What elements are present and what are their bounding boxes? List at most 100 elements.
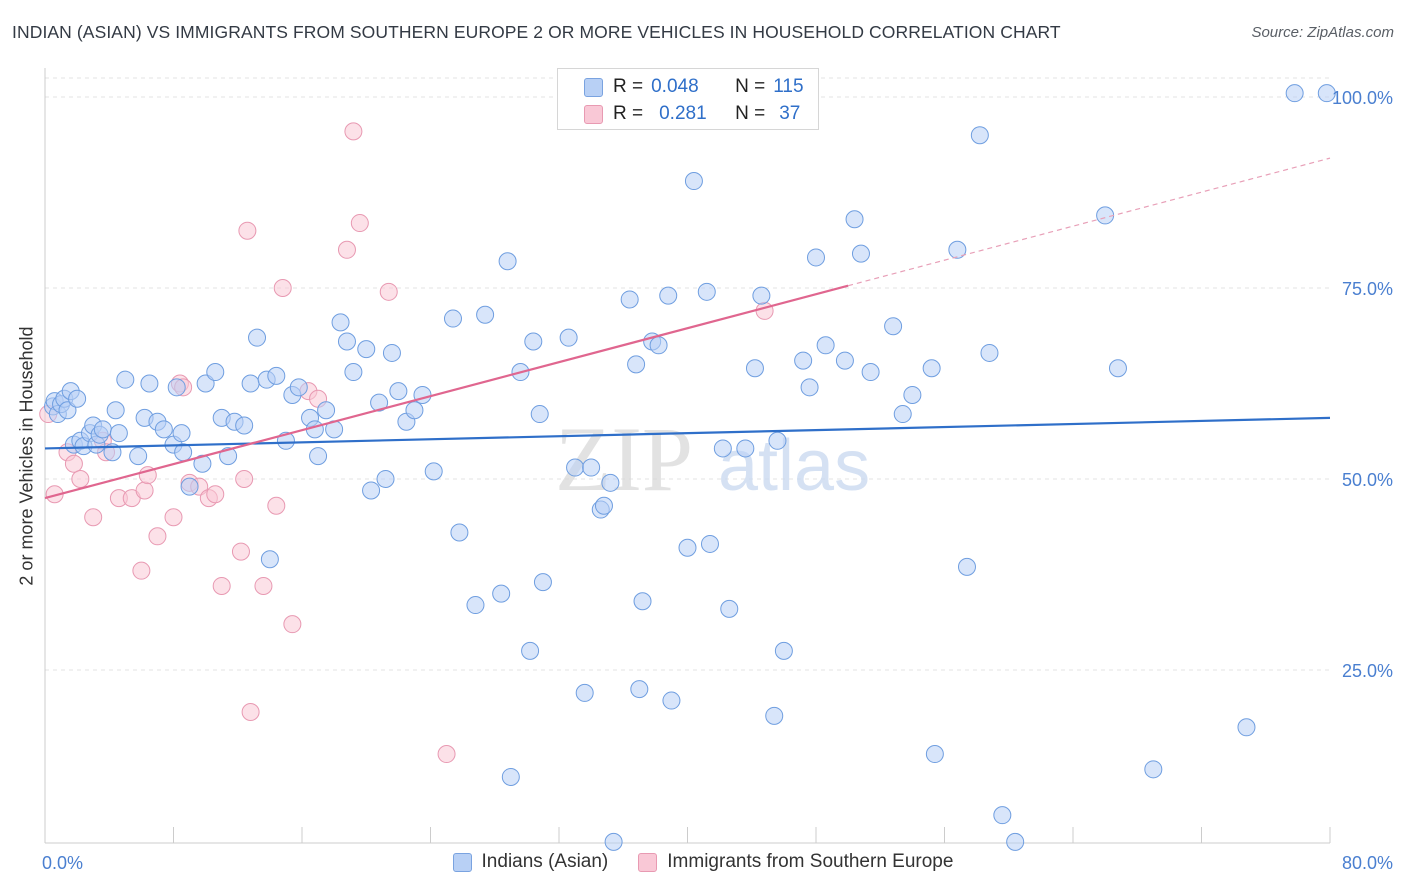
blue-point — [317, 401, 336, 420]
blue-point — [450, 523, 469, 542]
blue-point — [1006, 832, 1025, 851]
pink-point — [241, 703, 260, 722]
x-tick-label: 80.0% — [1342, 853, 1393, 873]
blue-point — [845, 210, 864, 229]
blue-point — [630, 680, 649, 699]
blue-trend-line — [44, 416, 1331, 450]
blue-point — [382, 343, 401, 362]
blue-point — [765, 706, 784, 725]
blue-point — [524, 332, 543, 351]
legend-label-pink: Immigrants from Southern Europe — [667, 851, 954, 872]
blue-point — [172, 424, 191, 443]
blue-point — [180, 477, 199, 496]
blue-point — [167, 378, 186, 397]
blue-point — [498, 252, 517, 271]
blue-point — [331, 313, 350, 332]
blue-point — [922, 359, 941, 378]
blue-point — [925, 745, 944, 764]
pink-point — [71, 470, 90, 488]
blue-point — [559, 328, 578, 347]
blue-point — [521, 641, 540, 660]
pink-point — [379, 282, 398, 301]
blue-point — [948, 240, 967, 259]
pink-swatch — [584, 104, 603, 124]
blue-point — [713, 439, 732, 458]
blue-point — [720, 599, 739, 618]
r-label: R = — [613, 103, 644, 124]
blue-point — [289, 378, 308, 397]
blue-point — [337, 332, 356, 351]
watermark-atlas: atlas — [718, 426, 870, 506]
blue-point — [154, 420, 173, 439]
blue-point — [957, 557, 976, 576]
blue-point — [752, 286, 771, 305]
blue-point — [659, 286, 678, 305]
blue-point — [861, 363, 880, 382]
blue-point — [533, 573, 552, 592]
blue-point — [1237, 718, 1256, 737]
blue-point — [106, 401, 125, 420]
blue-point — [357, 340, 376, 359]
pink-point — [267, 496, 286, 515]
blue-point — [476, 305, 495, 324]
r-value: 0.048 — [651, 76, 699, 97]
blue-point — [700, 534, 719, 553]
stats-row-blue: R = 0.048 N = 115 — [584, 74, 804, 100]
blue-point — [768, 431, 787, 450]
blue-point — [530, 405, 549, 424]
blue-point — [1144, 760, 1163, 779]
blue-point — [697, 282, 716, 301]
pink-point — [206, 485, 225, 504]
pink-point — [437, 745, 456, 764]
stats-row-pink: R = 0.281 N = 37 — [584, 101, 800, 127]
blue-point — [601, 473, 620, 492]
pink-point — [235, 470, 254, 488]
r-label: R = — [613, 76, 644, 97]
pink-point — [238, 221, 257, 240]
legend-item-pink[interactable]: Immigrants from Southern Europe — [638, 851, 953, 873]
pink-point — [212, 576, 231, 595]
blue-point — [370, 393, 389, 412]
blue-point — [816, 336, 835, 355]
pink-point — [755, 301, 774, 320]
blue-point — [620, 290, 639, 309]
blue-point — [884, 317, 903, 336]
blue-point — [903, 385, 922, 404]
blue-point — [140, 374, 159, 393]
pink-point — [350, 214, 369, 233]
watermark-zip: ZIP — [555, 408, 693, 510]
n-value: 115 — [773, 76, 804, 97]
blue-point — [129, 447, 148, 466]
blue-point — [1108, 359, 1127, 378]
blue-point — [970, 126, 989, 145]
legend-item-blue[interactable]: Indians (Asian) — [452, 851, 608, 873]
axes — [44, 68, 1331, 844]
blue-point — [649, 336, 668, 355]
blue-point — [678, 538, 697, 557]
blue-point — [443, 309, 462, 328]
pink-point — [254, 576, 273, 595]
pink-point — [164, 508, 183, 527]
blue-point — [405, 401, 424, 420]
blue-point — [267, 366, 286, 385]
blue-point — [492, 584, 511, 603]
blue-point — [835, 351, 854, 370]
y-tick-label: 100.0% — [1332, 88, 1393, 108]
blue-point — [309, 447, 328, 466]
blue-series — [44, 84, 1336, 851]
blue-point — [745, 359, 764, 378]
blue-point — [604, 832, 623, 851]
watermark: ZIP atlas — [555, 408, 870, 510]
blue-point — [794, 351, 813, 370]
y-axis-label: 2 or more Vehicles in Household — [16, 326, 37, 586]
pink-point — [84, 508, 103, 527]
pink-trend-extension — [847, 157, 1331, 287]
blue-point — [58, 401, 77, 420]
blue-point — [736, 439, 755, 458]
blue-point — [684, 172, 703, 191]
pink-swatch — [638, 852, 658, 872]
blue-point — [116, 370, 135, 389]
blue-swatch — [584, 77, 603, 97]
blue-swatch — [452, 852, 472, 872]
pink-point — [283, 615, 302, 634]
